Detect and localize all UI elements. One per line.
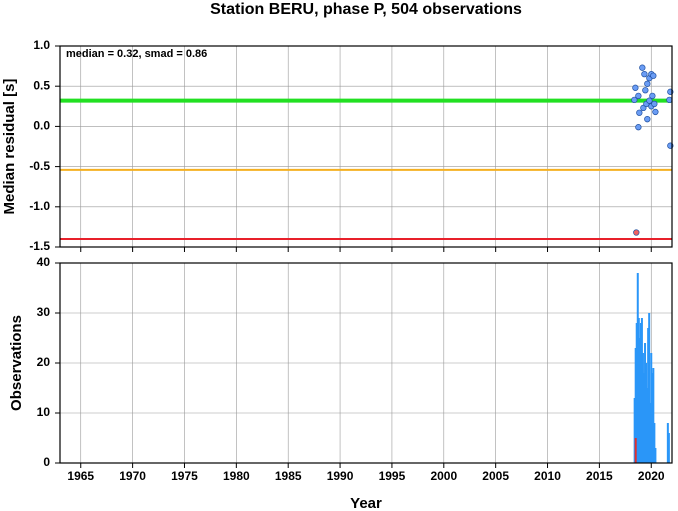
y-tick-label: 40 <box>37 255 51 269</box>
bar <box>634 438 637 463</box>
bar <box>666 423 669 463</box>
y-axis-label: Median residual [s] <box>1 79 18 215</box>
y-axis-label: Observations <box>8 315 25 411</box>
x-tick-label: 2020 <box>638 469 665 483</box>
point <box>632 84 639 91</box>
point <box>635 124 642 131</box>
y-tick-label: 1.0 <box>33 38 50 52</box>
point <box>633 229 640 236</box>
bar <box>634 348 637 463</box>
point <box>649 92 656 99</box>
bar <box>642 373 645 463</box>
x-tick-label: 1975 <box>171 469 198 483</box>
bar <box>648 313 651 463</box>
bar <box>651 373 654 463</box>
y-tick-label: 0.0 <box>33 119 50 133</box>
y-tick-label: 30 <box>37 305 51 319</box>
bar <box>639 323 642 463</box>
x-tick-label: 1985 <box>275 469 302 483</box>
point <box>644 80 651 87</box>
point <box>641 70 648 78</box>
bar <box>647 328 650 463</box>
y-tick-label: -0.5 <box>29 159 50 173</box>
x-tick-label: 1980 <box>223 469 250 483</box>
x-tick-label: 1995 <box>379 469 406 483</box>
point <box>651 100 658 108</box>
x-tick-label: 1970 <box>119 469 146 483</box>
y-tick-label: 0 <box>43 455 50 469</box>
bar <box>667 433 670 463</box>
y-tick-label: 20 <box>37 355 51 369</box>
bar <box>636 273 639 463</box>
bar <box>640 318 643 463</box>
x-tick-label: 1990 <box>327 469 354 483</box>
bar <box>635 323 638 463</box>
point <box>635 92 642 99</box>
point <box>650 72 657 79</box>
bar <box>637 318 640 463</box>
bar <box>644 343 647 463</box>
point <box>639 64 646 71</box>
y-tick-label: 10 <box>37 405 51 419</box>
chart-title: Station BERU, phase P, 504 observations <box>210 1 522 18</box>
bar <box>645 363 648 463</box>
bar <box>654 448 657 463</box>
bar <box>633 398 636 463</box>
point <box>636 109 643 116</box>
y-tick-label: 0.5 <box>33 78 50 92</box>
x-axis-label: Year <box>350 495 382 511</box>
x-tick-label: 2005 <box>482 469 509 483</box>
point <box>631 96 638 104</box>
bar <box>650 353 653 463</box>
point <box>666 96 673 104</box>
y-tick-label: -1.0 <box>29 199 50 213</box>
x-tick-label: 2015 <box>586 469 613 483</box>
bar <box>652 368 655 463</box>
bar <box>653 423 656 463</box>
x-tick-label: 1965 <box>67 469 94 483</box>
point <box>652 108 659 116</box>
point <box>642 87 649 94</box>
x-tick-label: 2000 <box>430 469 457 483</box>
bar <box>638 338 641 463</box>
y-tick-label: -1.5 <box>29 239 50 253</box>
bar <box>646 388 649 463</box>
annotation: median = 0.32, smad = 0.86 <box>66 48 207 60</box>
plot-frame <box>59 262 673 464</box>
point <box>644 116 651 123</box>
bar <box>641 353 644 463</box>
plot-frame <box>59 45 673 248</box>
x-tick-label: 2010 <box>534 469 561 483</box>
bar <box>649 403 652 463</box>
point <box>646 97 653 104</box>
